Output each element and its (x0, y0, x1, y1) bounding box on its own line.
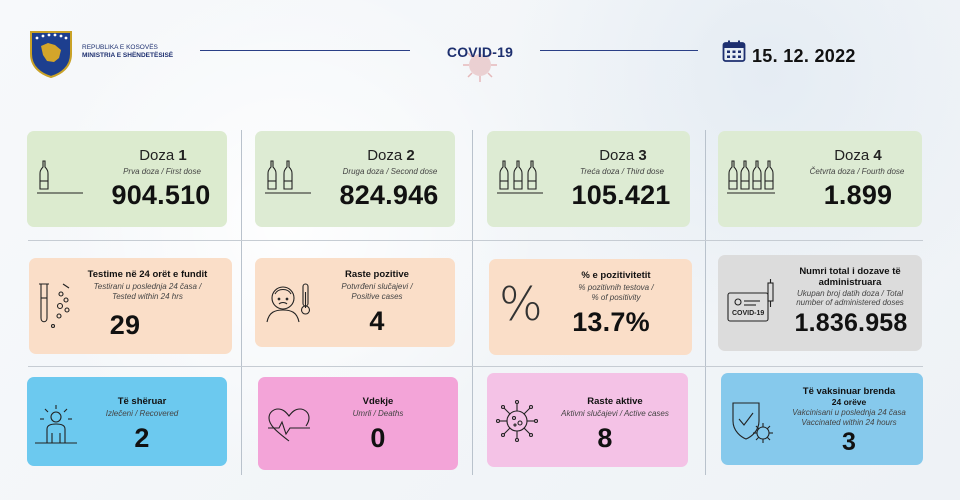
positivity-card: % % e pozitivitetit % pozitivnih testova… (489, 259, 692, 355)
organization-name: REPUBLIKA E KOSOVËS MINISTRIA E SHËNDETË… (82, 44, 173, 60)
active-value: 8 (597, 423, 613, 453)
org-line-2: MINISTRIA E SHËNDETËSISË (82, 52, 174, 59)
header-line-right (540, 50, 698, 51)
deaths-subtitle: Umrli / Deaths (352, 409, 404, 418)
tests-card: Testime në 24 orët e fundit Testirani u … (29, 258, 232, 354)
dose-2-card: Doza 2 Druga doza / Second dose 824.946 (255, 131, 455, 227)
dose-1-value: 904.510 (111, 180, 211, 210)
org-line-1: REPUBLIKA E KOSOVËS (82, 44, 158, 51)
row-divider-1 (28, 240, 923, 241)
positivity-subtitle-1: % pozitivnih testova / (578, 283, 654, 292)
positive-value: 4 (369, 306, 385, 336)
deaths-value: 0 (370, 423, 386, 453)
dose-3-value: 105.421 (571, 180, 671, 210)
vaccinated-subtitle-2: Vaccinated within 24 hours (801, 418, 897, 427)
recovered-title: Të shëruar (117, 396, 167, 407)
deaths-card: Vdekje Umrli / Deaths 0 (258, 377, 458, 470)
positivity-subtitle-2: % of positivity (591, 293, 641, 302)
total-doses-title-2: administruara (818, 277, 882, 288)
dose-4-label: Doza 4 (834, 147, 882, 164)
test-tube-icon (39, 283, 70, 329)
column-divider-3 (705, 130, 706, 475)
dose-3-label: Doza 3 (599, 147, 647, 164)
header-line-left (200, 50, 410, 51)
dose-3-subtitle: Treća doza / Third dose (580, 167, 664, 176)
column-divider-2 (472, 130, 473, 475)
shield-virus-icon (732, 402, 773, 443)
vial-icon (727, 160, 775, 194)
covid-19-certificate-label: COVID-19 (732, 310, 765, 317)
dose-4-value: 1.899 (823, 180, 893, 210)
vaccinated-title-2: 24 orëve (831, 397, 867, 407)
recovered-card: Të shëruar Izlečeni / Recovered 2 (27, 377, 227, 466)
dose-4-subtitle: Četvrta doza / Fourth dose (809, 167, 905, 176)
vaccinated-value: 3 (841, 428, 857, 456)
calendar-icon (722, 40, 746, 62)
deaths-title: Vdekje (362, 396, 394, 407)
active-card: Raste aktive Aktivni slučajevi / Active … (487, 373, 688, 467)
dose-2-label: Doza 2 (367, 147, 415, 164)
active-subtitle: Aktivni slučajevi / Active cases (561, 409, 669, 418)
tests-subtitle-2: Tested within 24 hrs (112, 292, 183, 301)
dose-1-label: Doza 1 (139, 147, 187, 164)
dose-1-subtitle: Prva doza / First dose (123, 167, 201, 176)
column-divider-1 (241, 130, 242, 475)
dose-4-card: Doza 4 Četvrta doza / Fourth dose 1.899 (718, 131, 922, 227)
dose-1-card: Doza 1 Prva doza / First dose 904.510 (27, 131, 227, 227)
active-title: Raste aktive (587, 396, 643, 407)
total-doses-value: 1.836.958 (794, 309, 908, 337)
recovered-person-icon (35, 405, 77, 444)
vial-icon (497, 160, 543, 194)
covid-title-block: COVID-19 (435, 30, 525, 82)
tests-subtitle-1: Testirani u poslednja 24 časa / (93, 282, 202, 291)
report-date: 15. 12. 2022 (752, 46, 856, 66)
vaccinated-subtitle-1: Vakcinisani u poslednja 24 časa (792, 408, 906, 417)
vaccine-certificate-icon (727, 279, 774, 322)
coronavirus-icon (463, 48, 497, 82)
vial-icon (265, 160, 311, 194)
positivity-value: 13.7% (572, 307, 650, 337)
tests-value: 29 (109, 310, 141, 340)
vial-icon (37, 160, 83, 194)
positive-title: Raste pozitive (345, 269, 409, 280)
percent-icon: % (499, 277, 543, 331)
page-title: COVID-19 (446, 44, 514, 60)
positive-subtitle-1: Potvrđeni slučajevi / (341, 282, 413, 291)
positivity-title: % e pozitivitetit (581, 270, 651, 281)
vaccinated-title-1: Të vaksinuar brenda (802, 386, 896, 397)
kosovo-emblem-icon (30, 31, 72, 79)
sick-person-thermometer-icon (266, 283, 311, 323)
total-doses-card: COVID-19 Numri total i dozave të adminis… (718, 255, 922, 351)
total-doses-subtitle-2: number of administered doses (796, 298, 904, 307)
positive-subtitle-2: Positive cases (351, 292, 403, 301)
dose-2-value: 824.946 (339, 180, 439, 210)
recovered-subtitle: Izlečeni / Recovered (105, 409, 179, 418)
recovered-value: 2 (134, 423, 150, 453)
vaccinated-card: Të vaksinuar brenda 24 orëve Vakcinisani… (721, 373, 923, 465)
total-doses-title-1: Numri total i dozave të (799, 266, 901, 277)
virus-icon (495, 399, 539, 443)
dose-2-subtitle: Druga doza / Second dose (342, 167, 438, 176)
total-doses-subtitle-1: Ukupan broj datih doza / Total (797, 289, 903, 298)
row-divider-2 (28, 366, 923, 367)
heart-pulse-icon (268, 408, 310, 442)
positive-card: Raste pozitive Potvrđeni slučajevi / Pos… (255, 258, 455, 347)
tests-title: Testime në 24 orët e fundit (87, 269, 208, 280)
dose-3-card: Doza 3 Treća doza / Third dose 105.421 (487, 131, 690, 227)
